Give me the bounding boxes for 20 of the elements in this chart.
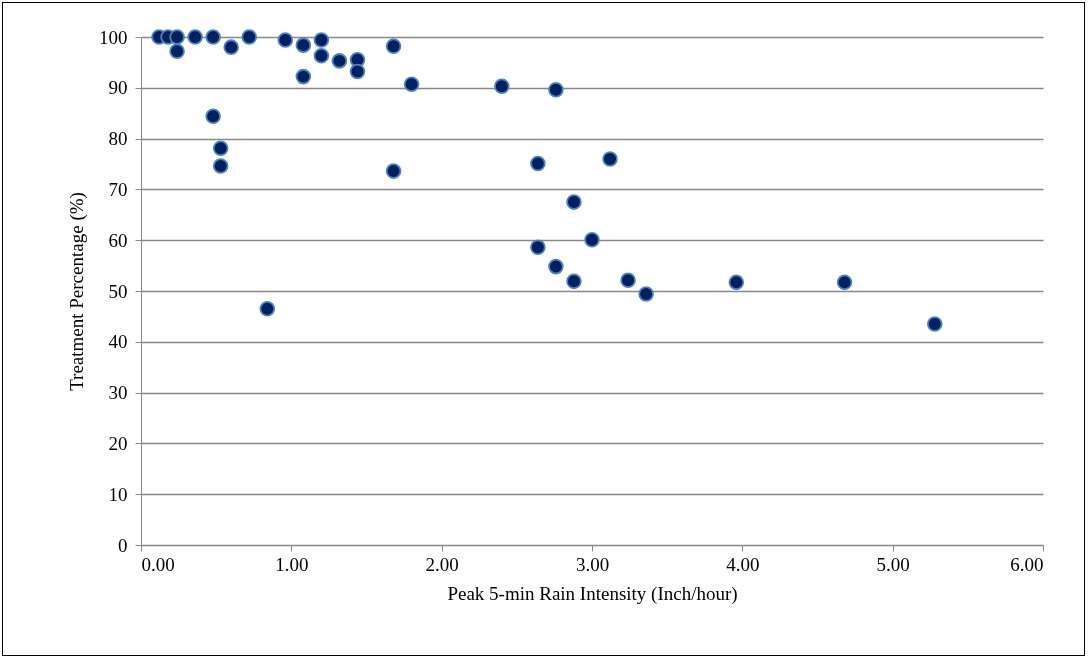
y-axis-title: Treatment Percentage (%) bbox=[66, 192, 88, 391]
y-tick-label: 100 bbox=[99, 26, 128, 48]
y-tick-label: 70 bbox=[108, 178, 128, 200]
x-tick-label: 0.00 bbox=[141, 553, 175, 575]
x-axis-title: Peak 5-min Rain Intensity (Inch/hour) bbox=[447, 582, 738, 605]
y-tick-label: 80 bbox=[108, 128, 128, 150]
y-tick-label: 90 bbox=[108, 77, 128, 99]
y-tick-label: 20 bbox=[108, 432, 128, 454]
y-tick-label: 30 bbox=[108, 382, 128, 404]
y-tick-label: 10 bbox=[108, 483, 128, 505]
y-tick-label: 0 bbox=[118, 534, 128, 556]
x-tick-label: 2.00 bbox=[425, 553, 459, 575]
y-tick-label: 50 bbox=[108, 280, 128, 302]
x-tick-label: 3.00 bbox=[575, 553, 610, 575]
x-tick-label: 5.00 bbox=[876, 553, 910, 575]
y-tick-label: 60 bbox=[108, 229, 128, 251]
x-tick-label: 6.00 bbox=[1010, 553, 1044, 575]
x-tick-label: 4.00 bbox=[726, 553, 760, 575]
x-tick-label: 1.00 bbox=[275, 553, 309, 575]
y-tick-label: 40 bbox=[108, 331, 128, 353]
